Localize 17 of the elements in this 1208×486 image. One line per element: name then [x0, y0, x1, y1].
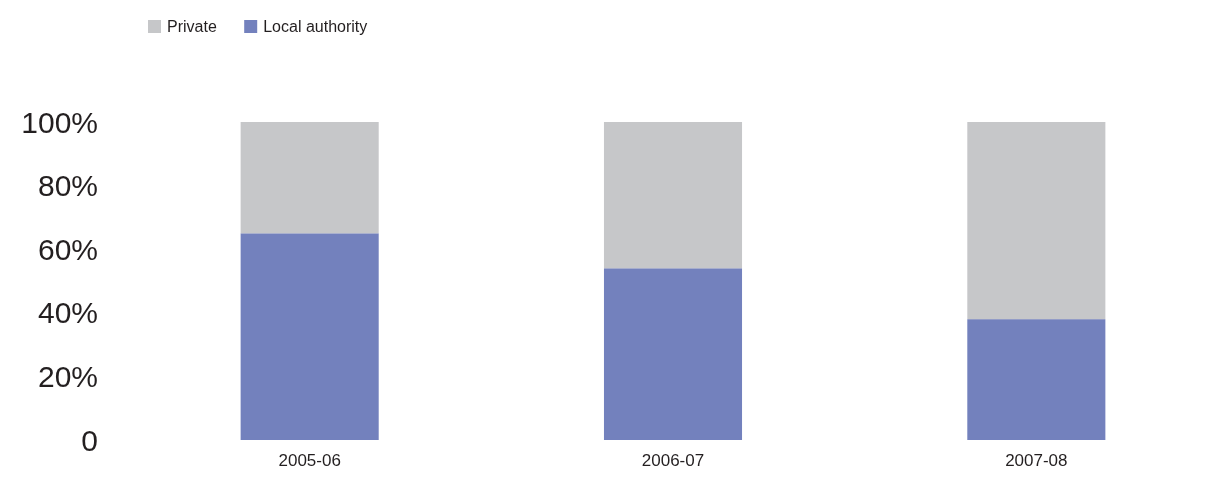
legend-label: Local authority [263, 17, 368, 35]
y-tick-label: 60% [37, 232, 98, 266]
bar [967, 319, 1106, 440]
y-tick-label: 100% [21, 105, 98, 139]
x-tick-label: 2005-06 [278, 451, 341, 470]
x-tick-label: 2007-08 [1005, 451, 1068, 470]
bar [240, 233, 379, 440]
y-tick-label: 80% [37, 169, 98, 203]
x-tick-label: 2006-07 [641, 451, 705, 470]
bar [603, 122, 743, 269]
bar [603, 268, 743, 440]
bar [967, 122, 1106, 320]
y-tick-label: 20% [37, 359, 98, 393]
y-tick-label: 40% [37, 296, 98, 330]
bar [240, 122, 379, 234]
legend-label: Private [167, 17, 217, 35]
y-tick-label: 0 [81, 423, 98, 457]
